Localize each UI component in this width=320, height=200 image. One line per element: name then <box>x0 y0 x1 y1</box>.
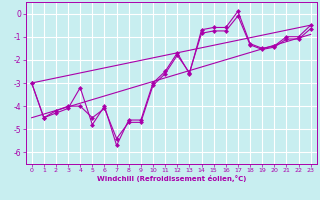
X-axis label: Windchill (Refroidissement éolien,°C): Windchill (Refroidissement éolien,°C) <box>97 175 246 182</box>
